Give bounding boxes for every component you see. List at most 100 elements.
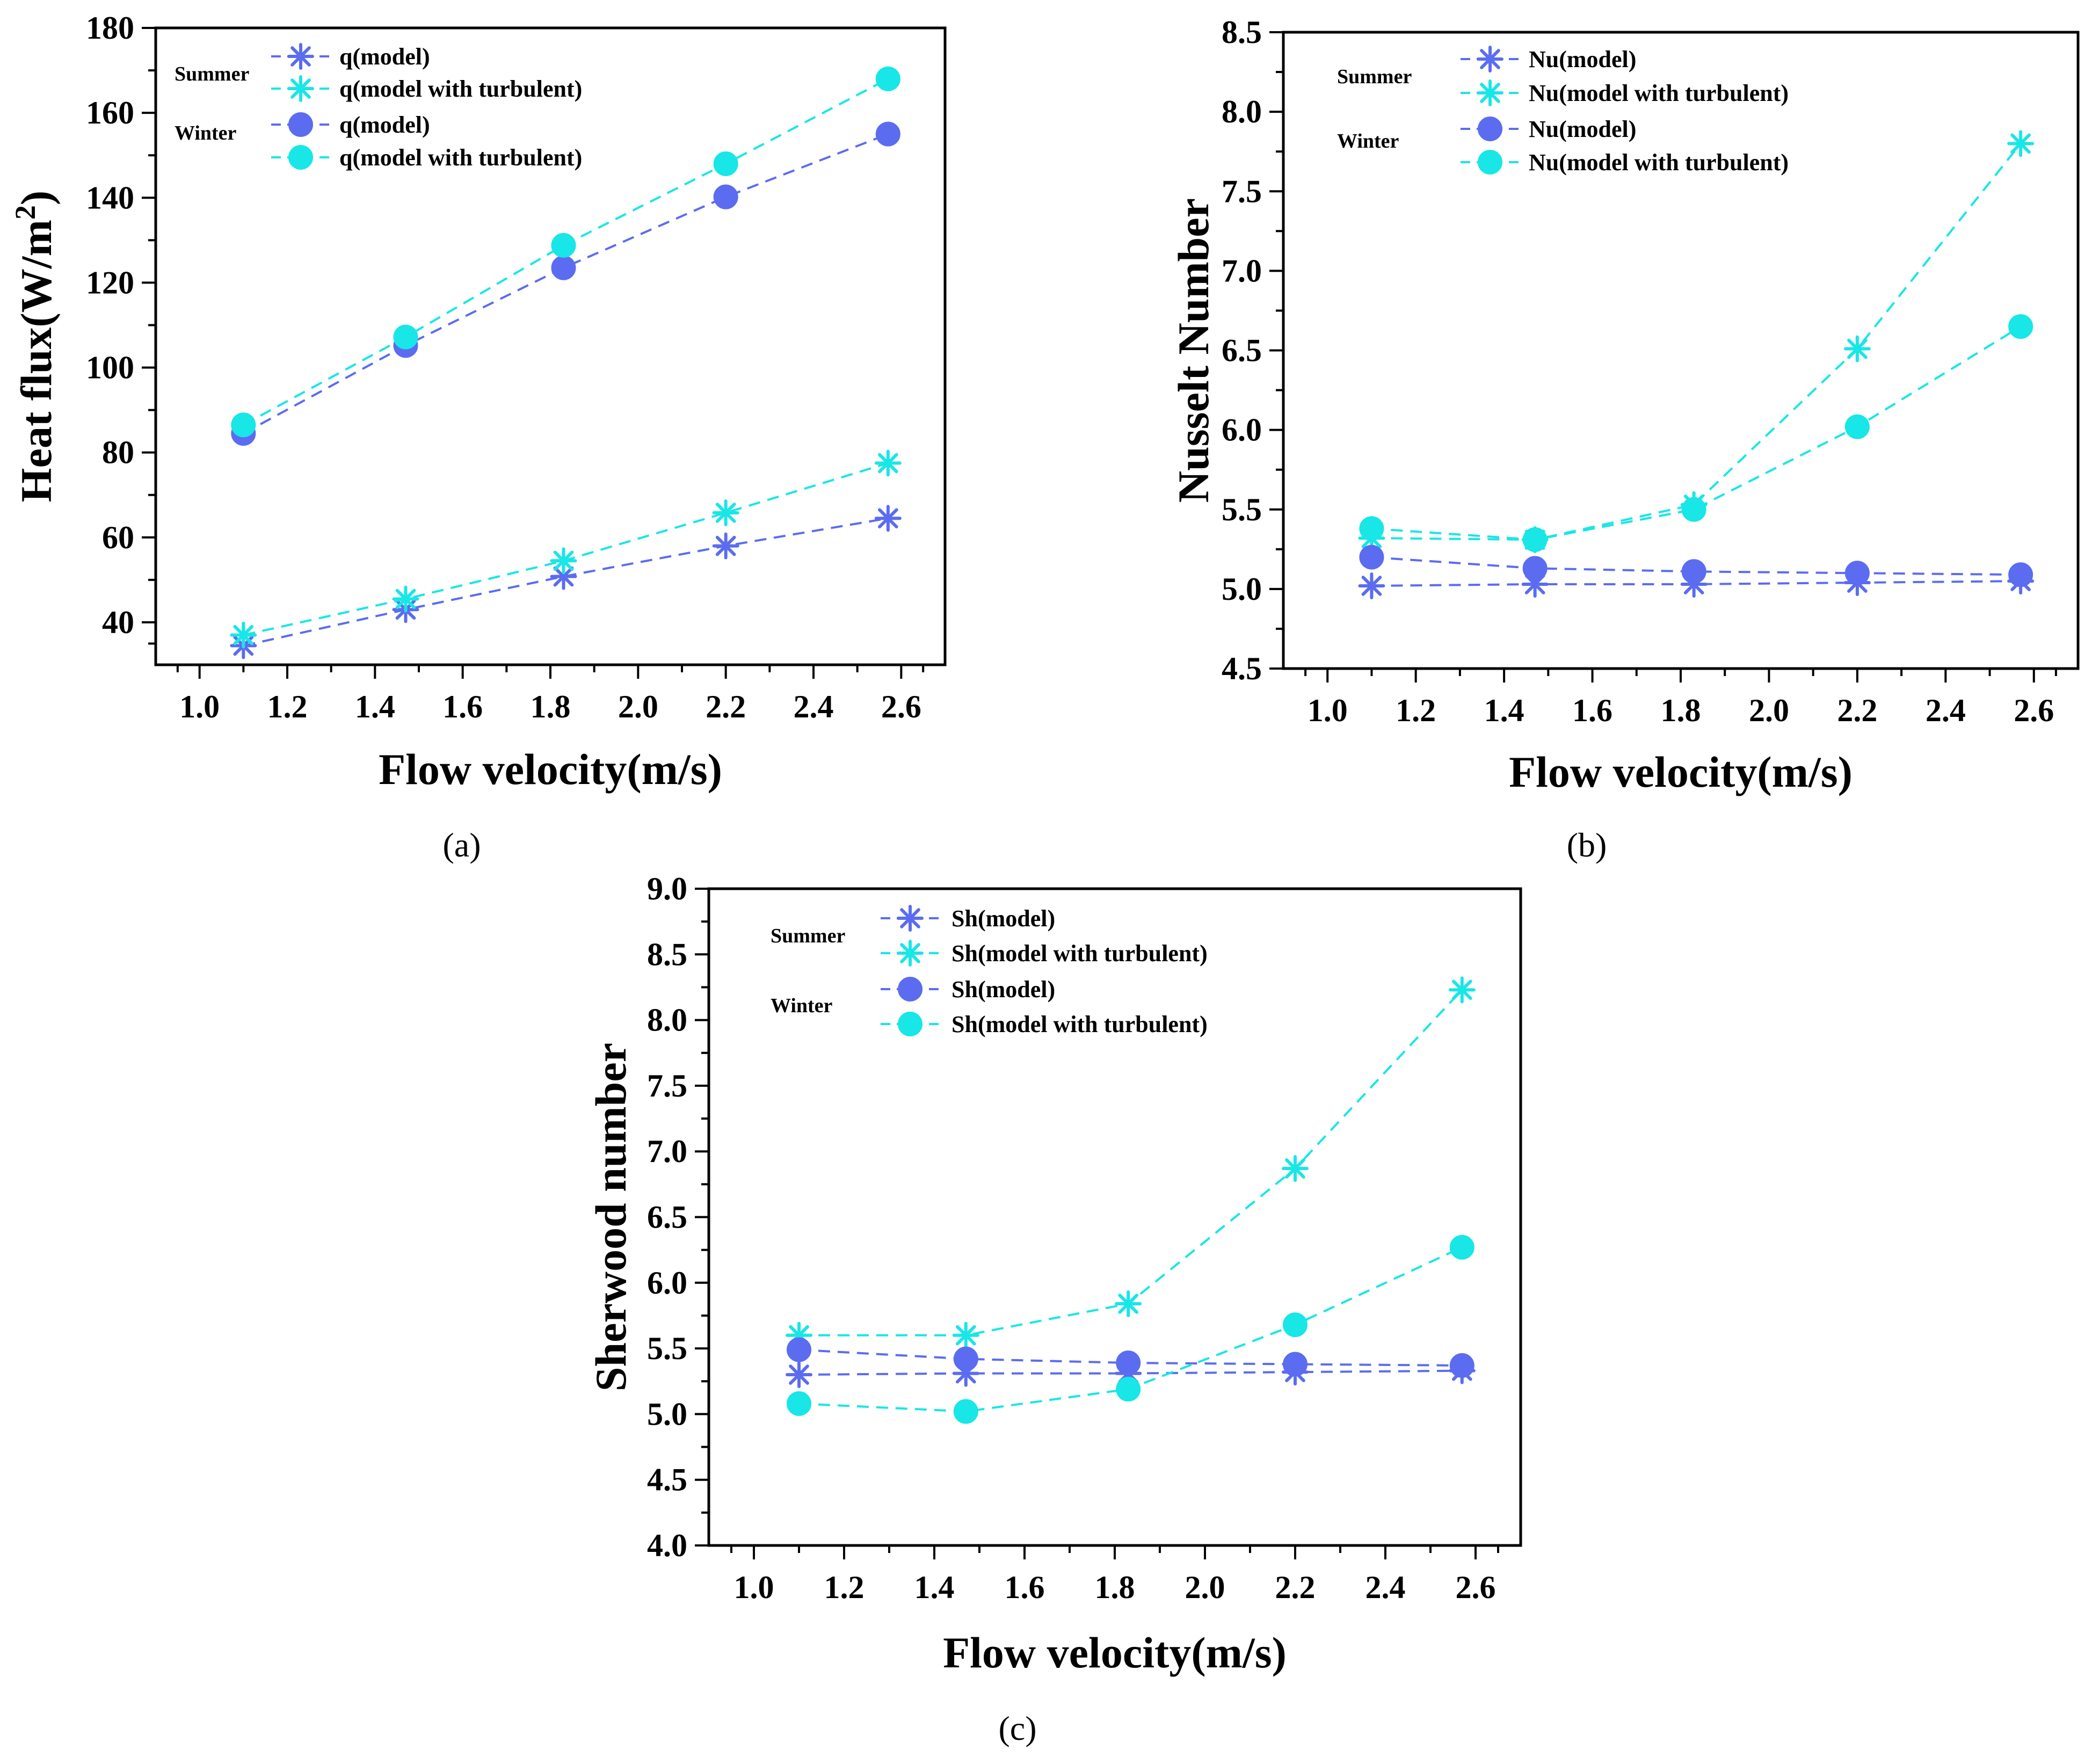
x-tick-label: 2.2 <box>706 689 746 724</box>
legend-label: q(model) <box>339 43 430 70</box>
series-2 <box>1359 545 2033 587</box>
data-point <box>1282 1155 1309 1182</box>
y-tick-label: 100 <box>86 350 134 386</box>
data-point <box>1115 1290 1142 1317</box>
data-point <box>787 1391 811 1416</box>
data-point <box>787 1337 811 1362</box>
legend-marker <box>897 905 924 932</box>
y-tick-label: 8.5 <box>1222 14 1262 50</box>
y-tick-label: 7.0 <box>647 1134 687 1169</box>
series-line <box>243 517 889 647</box>
data-point <box>1448 976 1476 1004</box>
legend-marker <box>897 940 924 967</box>
data-point <box>1283 1312 1308 1338</box>
legend-group-label: Summer <box>175 63 249 85</box>
data-point <box>952 1322 979 1349</box>
y-tick-label: 6.5 <box>647 1200 687 1235</box>
legend-label: q(model) <box>339 112 430 138</box>
panel-a: 1.0 1.2 1.4 1.6 1.8 2.0 2.2 2.4 2.6 40 60 80 100 120 1… <box>9 10 947 864</box>
data-point <box>1844 561 1870 586</box>
y-tick-label: 6.0 <box>647 1265 687 1301</box>
x-tick-label: 2.2 <box>1837 693 1877 728</box>
data-point <box>953 1399 978 1424</box>
legend-group-label: Winter <box>771 994 833 1017</box>
data-point <box>953 1346 978 1371</box>
series-line <box>243 462 889 636</box>
legend-marker <box>1478 117 1502 141</box>
panel-c: 1.0 1.2 1.4 1.6 1.8 2.0 2.2 2.4 2.6 4.0 4.5 5.0 5.5 6… <box>586 871 1522 1747</box>
data-point <box>874 449 902 477</box>
y-tick-label: 6.0 <box>1222 412 1262 448</box>
legend-marker <box>1477 79 1503 106</box>
x-tick-label: 1.0 <box>1308 693 1348 728</box>
x-tick-label: 2.6 <box>2014 693 2054 728</box>
data-point <box>875 66 900 91</box>
series-1 <box>230 449 902 649</box>
data-point <box>2007 130 2035 157</box>
legend-label: Nu(model) <box>1529 116 1636 142</box>
legend-marker <box>288 112 313 137</box>
legend-label: Nu(model with turbulent) <box>1529 80 1789 106</box>
x-axis-title: Flow velocity(m/s) <box>1509 747 1853 796</box>
data-point <box>875 121 900 147</box>
data-point <box>713 184 738 209</box>
y-axis-title-superscript: 2 <box>9 205 41 220</box>
x-tick-label: 1.8 <box>1661 693 1701 728</box>
y-axis-title: Nusselt Number <box>1169 198 1218 503</box>
y-tick-label: 40 <box>102 605 134 640</box>
data-point <box>1844 414 1870 439</box>
x-tick-label: 1.2 <box>824 1570 865 1605</box>
data-point <box>2008 562 2033 587</box>
data-point <box>712 532 739 560</box>
legend-entry: Sh(model with turbulent) <box>881 940 1208 967</box>
data-point <box>230 621 257 649</box>
legend: Summer Winter q(model) q(model with turbule… <box>175 43 582 171</box>
y-tick-label: 7.5 <box>1222 173 1262 209</box>
legend-entry: Nu(model with turbulent) <box>1461 79 1789 106</box>
x-axis-title: Flow velocity(m/s) <box>943 1628 1287 1677</box>
y-tick-label: 7.0 <box>1222 253 1262 288</box>
series-1 <box>1358 130 2035 554</box>
legend-group-label: Summer <box>1337 66 1412 88</box>
data-point <box>231 412 256 438</box>
y-tick-label: 4.5 <box>647 1462 687 1498</box>
legend-label: Nu(model with turbulent) <box>1529 149 1789 176</box>
plot-frame <box>154 26 947 666</box>
data-point <box>1522 527 1548 553</box>
legend-group-label: Winter <box>1337 130 1399 153</box>
y-tick-label: 4.0 <box>647 1528 687 1563</box>
y-tick-label: 7.5 <box>647 1068 687 1104</box>
data-point <box>1359 545 1384 570</box>
data-point <box>786 1361 812 1389</box>
y-tick-label: 120 <box>86 265 134 300</box>
y-tick-label: 5.0 <box>1222 571 1262 607</box>
y-tick-label: 160 <box>86 95 134 130</box>
series-line <box>243 133 889 434</box>
x-tick-label: 2.4 <box>1365 1570 1406 1605</box>
data-point <box>1843 335 1871 362</box>
legend-entry: Nu(model with turbulent) <box>1461 149 1789 176</box>
data-point <box>550 563 577 590</box>
x-tick-label: 1.6 <box>1005 1570 1045 1605</box>
x-tick-label: 1.4 <box>914 1570 955 1605</box>
panel-label: (c) <box>998 1709 1036 1747</box>
legend-entry: q(model with turbulent) <box>271 144 582 171</box>
series-0 <box>230 505 902 659</box>
data-point <box>1449 1353 1474 1378</box>
x-tick-label: 2.0 <box>618 689 658 724</box>
x-tick-label: 1.2 <box>267 689 308 724</box>
data-point <box>1116 1376 1141 1402</box>
y-tick-label: 5.5 <box>1222 492 1262 527</box>
y-tick-label: 8.5 <box>647 937 687 972</box>
series-3 <box>1359 314 2033 553</box>
x-tick-label: 1.0 <box>734 1570 774 1605</box>
legend: Summer Winter Nu(model) Nu(model with turbu… <box>1337 46 1789 176</box>
y-tick-label: 80 <box>102 435 134 470</box>
data-point <box>1116 1351 1141 1376</box>
data-point <box>1681 559 1706 584</box>
legend: Summer Winter Sh(model) Sh(model with turbu… <box>771 905 1208 1037</box>
x-tick-label: 1.0 <box>179 689 220 724</box>
legend-marker <box>287 43 314 70</box>
panel-b: 1.0 1.2 1.4 1.6 1.8 2.0 2.2 2.4 2.6 4.5 5.0 5.5 6.0 6… <box>1169 14 2080 864</box>
x-tick-label: 2.6 <box>881 689 921 724</box>
